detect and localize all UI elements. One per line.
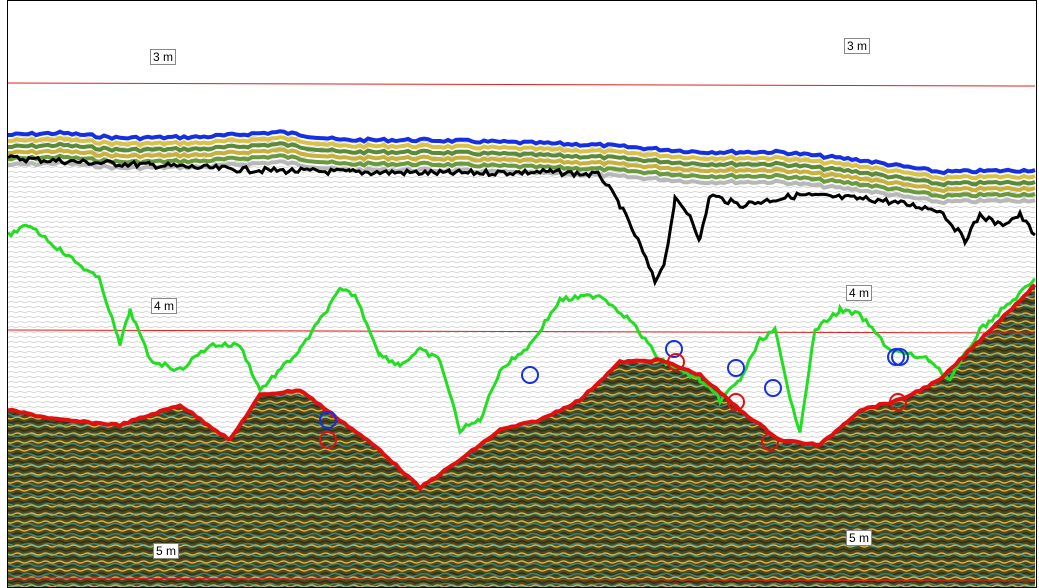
depth-label: 4 m — [846, 285, 873, 301]
red-horizon — [7, 283, 1037, 492]
blue-pick — [319, 411, 337, 429]
red-pick — [319, 431, 337, 449]
water-column — [8, 131, 1035, 489]
blue-pick — [727, 359, 745, 377]
surface-band — [8, 141, 1036, 188]
depth-line — [7, 577, 1036, 582]
green-horizon — [6, 223, 1036, 436]
surface-line — [8, 129, 1036, 176]
blue-pick — [891, 348, 909, 366]
depth-label: 3 m — [844, 38, 871, 54]
bottom-line — [7, 154, 1036, 287]
surface-band — [8, 153, 1036, 200]
surface-band — [8, 147, 1036, 194]
blue-pick — [764, 379, 782, 397]
depth-line — [7, 329, 1036, 334]
red-pick — [667, 353, 685, 371]
depth-label: 4 m — [151, 298, 178, 314]
blue-pick — [665, 340, 683, 358]
red-pick — [761, 433, 779, 451]
blue-pick — [521, 366, 539, 384]
red-pick — [889, 393, 907, 411]
depth-label: 5 m — [153, 543, 180, 559]
depth-label: 5 m — [846, 530, 873, 546]
sediment-texture — [8, 285, 1035, 588]
red-pick — [727, 393, 745, 411]
depth-label: 3 m — [150, 49, 177, 65]
depth-line — [7, 82, 1036, 87]
surface-band — [8, 135, 1036, 182]
